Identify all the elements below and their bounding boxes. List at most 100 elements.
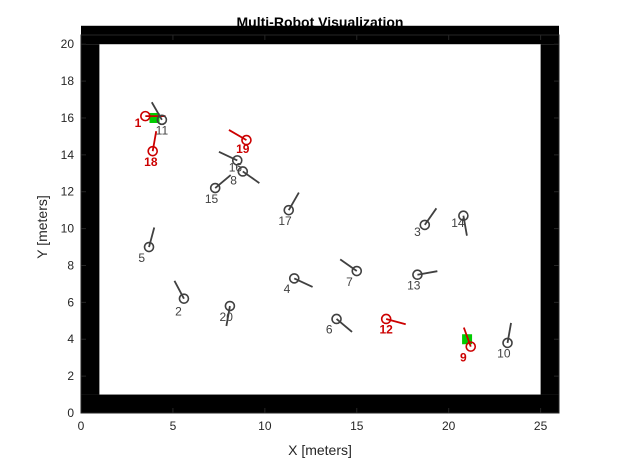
robot-marker [458,210,469,222]
robot-8: 8 [218,150,243,187]
robot-marker [380,313,392,325]
robot-label: 13 [407,278,421,292]
robot-marker [241,134,252,146]
robot-heading-line [339,258,358,272]
robot-label: 18 [144,155,158,169]
robot-label: 3 [414,225,421,239]
robot-label: 19 [236,142,250,156]
robot-marker [156,114,168,126]
y-tick-label: 2 [67,369,74,383]
y-tick-label: 14 [61,148,75,162]
robot-label: 16 [229,160,243,174]
robot-heading-line [293,277,313,288]
robot-6: 6 [326,313,353,337]
robot-marker [143,241,155,253]
robot-label: 20 [220,310,234,324]
x-tick-label: 15 [350,419,364,433]
robot-12: 12 [380,313,406,337]
y-tick-label: 16 [61,111,75,125]
robot-marker [465,341,477,352]
robot-7: 7 [339,258,363,289]
robot-marker [283,204,295,216]
y-tick-label: 6 [67,295,74,309]
robot-heading-line [242,170,260,184]
robot-9: 9 [460,327,477,364]
wall-segment [81,394,559,413]
robot-heading-line [151,101,163,121]
wall-segment [81,44,100,395]
robot-marker [502,337,513,349]
robot-marker [419,219,431,231]
robot-heading-line [148,227,156,248]
robot-heading-line [287,192,300,211]
robot-marker [209,182,221,194]
x-tick-label: 25 [534,419,548,433]
robot-heading-line [385,318,406,326]
robot-label: 17 [278,214,292,228]
robot-10: 10 [497,322,513,361]
robot-label: 7 [346,275,353,289]
robot-label: 11 [156,124,169,138]
robot-label: 8 [230,173,237,187]
robot-5: 5 [138,227,156,265]
robot-heading-line [173,280,185,300]
robot-marker [178,293,190,304]
x-axis-label: X [meters] [288,442,352,458]
robot-label: 14 [451,216,465,230]
robot-4: 4 [284,273,313,296]
robot-heading-line [228,129,247,141]
robot-marker [351,265,363,277]
robot-heading-line [225,305,231,327]
robot-label: 1 [135,116,142,130]
y-axis-label: Y [meters] [34,195,50,259]
robot-marker [412,269,423,281]
x-tick-label: 5 [170,419,177,433]
robot-heading-line [335,318,353,333]
robot-18: 18 [144,131,158,169]
goal-marker [149,112,160,123]
goal-marker [462,334,473,345]
robot-2: 2 [173,280,190,318]
y-tick-label: 20 [61,37,75,51]
robot-label: 12 [380,323,394,337]
robot-15: 15 [205,174,232,206]
y-tick-label: 10 [61,222,75,236]
y-tick-label: 4 [67,332,74,346]
robot-heading-line [462,327,472,347]
x-tick-label: 10 [258,419,272,433]
robot-marker [237,166,249,177]
robot-heading-line [462,215,468,236]
y-tick-label: 0 [67,406,74,420]
y-tick-label: 18 [61,74,75,88]
robot-heading-line [417,270,438,276]
robot-label: 4 [284,282,291,296]
robot-14: 14 [451,210,469,236]
robot-marker [331,313,342,325]
x-tick-label: 20 [442,419,456,433]
robot-13: 13 [407,269,438,292]
robot-marker [140,110,151,122]
robot-marker [147,145,158,157]
robot-label: 15 [205,192,219,206]
y-tick-label: 8 [67,258,74,272]
robot-heading-line [506,322,512,344]
robot-heading-line [424,207,438,226]
robot-16: 16 [229,160,260,184]
y-tick-label: 12 [61,185,75,199]
robot-heading-line [218,150,238,162]
robot-marker [224,300,236,312]
robot-19: 19 [228,129,252,156]
robot-1: 1 [135,110,166,130]
robot-heading-line [151,131,158,152]
x-tick-label: 0 [78,419,85,433]
robot-label: 5 [138,251,145,265]
robot-label: 9 [460,350,467,364]
axes-box [80,34,560,414]
robot-marker [288,273,300,284]
robot-marker [231,155,243,166]
robot-label: 6 [326,323,333,337]
